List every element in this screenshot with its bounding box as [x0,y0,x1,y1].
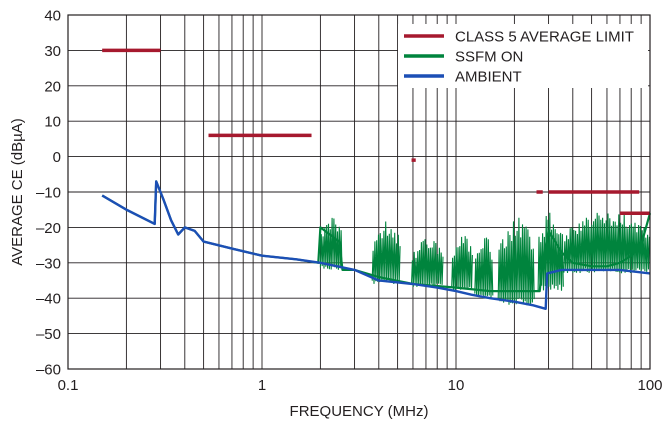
x-tick-label: 100 [637,377,662,394]
y-axis-title: AVERAGE CE (dBµA) [9,118,26,266]
y-tick-label: –20 [36,220,61,237]
ssfm-on-burst [537,212,564,291]
y-tick-label: 0 [53,149,61,166]
y-tick-label: –40 [36,291,61,308]
ssfm-on-burst [371,221,401,285]
ssfm-on-burst [319,217,343,270]
ambient-line [101,180,651,310]
y-tick-label: –30 [36,255,61,272]
x-tick-label: 0.1 [58,377,79,394]
y-tick-label: –60 [36,362,61,379]
y-tick-label: 20 [44,78,61,95]
legend-label: CLASS 5 AVERAGE LIMIT [455,29,634,46]
y-tick-label: 30 [44,43,61,60]
ssfm-on-burst [563,212,650,274]
grid [68,15,650,369]
legend-label: AMBIENT [455,69,522,86]
y-tick-label: –50 [36,326,61,343]
ssfm-on-burst [497,217,535,306]
legend-label: SSFM ON [455,49,523,66]
x-tick-label: 1 [258,377,266,394]
ssfm-on-burst [410,239,444,288]
plot-frame [67,14,651,370]
legend: CLASS 5 AVERAGE LIMIT SSFM ON AMBIENT [404,29,634,86]
series-layer [101,48,652,310]
ssfm-on-burst [451,236,473,291]
y-tick-label: 10 [44,114,61,131]
x-tick-label: 10 [448,377,465,394]
x-axis-title: FREQUENCY (MHz) [290,403,429,420]
y-tick-label: 40 [44,8,61,25]
y-tick-label: –10 [36,185,61,202]
